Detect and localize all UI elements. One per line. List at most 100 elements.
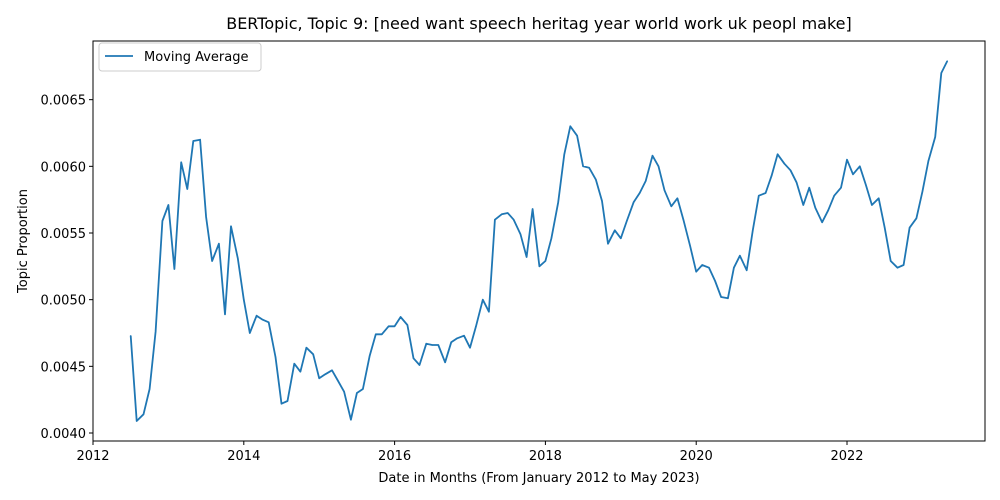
data-point xyxy=(482,299,484,301)
x-axis-title: Date in Months (From January 2012 to May… xyxy=(378,471,699,486)
data-point xyxy=(237,257,239,259)
data-point xyxy=(758,195,760,197)
data-point xyxy=(871,204,873,206)
data-point xyxy=(444,361,446,363)
x-tick-label: 2012 xyxy=(76,449,109,464)
data-point xyxy=(450,341,452,343)
data-point xyxy=(211,260,213,262)
data-point xyxy=(890,260,892,262)
data-point xyxy=(903,264,905,266)
data-point xyxy=(337,380,339,382)
data-point xyxy=(205,216,207,218)
data-point xyxy=(293,363,295,365)
data-point xyxy=(739,255,741,257)
data-point xyxy=(199,139,201,141)
data-point xyxy=(550,237,553,239)
data-point xyxy=(727,297,729,299)
data-point xyxy=(469,347,471,349)
data-point xyxy=(218,243,220,245)
data-point xyxy=(519,233,522,235)
data-point xyxy=(651,155,654,157)
data-point xyxy=(286,400,289,402)
data-point xyxy=(243,299,245,301)
data-point xyxy=(136,420,138,422)
x-tick-label: 2022 xyxy=(830,449,863,464)
data-point xyxy=(437,344,439,346)
data-point xyxy=(538,265,541,267)
data-point xyxy=(532,208,534,210)
data-point xyxy=(752,229,754,231)
data-point xyxy=(601,200,603,202)
y-tick-label: 0.0040 xyxy=(41,427,87,442)
data-point xyxy=(695,271,697,273)
data-point xyxy=(859,165,861,167)
data-point xyxy=(331,369,333,371)
data-point xyxy=(394,325,396,327)
data-point xyxy=(299,371,301,373)
data-point xyxy=(771,175,773,177)
plot-frame xyxy=(92,40,986,442)
data-point xyxy=(224,313,226,315)
data-point xyxy=(614,229,616,231)
data-point xyxy=(639,192,641,194)
data-point xyxy=(381,333,383,335)
data-point xyxy=(865,184,867,186)
data-point xyxy=(388,325,390,327)
data-point xyxy=(896,267,899,269)
x-tick-label: 2016 xyxy=(378,449,411,464)
x-tick-label: 2018 xyxy=(529,449,562,464)
data-point xyxy=(689,245,691,247)
data-point xyxy=(431,344,433,346)
data-point xyxy=(840,187,842,189)
data-point xyxy=(657,165,660,167)
data-point xyxy=(821,221,823,223)
data-point xyxy=(708,267,710,269)
data-point xyxy=(557,201,559,203)
data-point xyxy=(765,192,767,194)
data-point xyxy=(733,267,735,269)
data-point xyxy=(507,212,509,214)
y-tick-label: 0.0055 xyxy=(41,227,87,242)
data-point xyxy=(746,269,748,271)
data-point xyxy=(280,403,283,405)
y-axis: 0.0040 0.0045 0.0050 0.0055 0.0060 0.0065 xyxy=(41,94,93,442)
data-point xyxy=(324,373,326,375)
data-point xyxy=(833,195,835,197)
data-point xyxy=(312,353,314,355)
data-point xyxy=(701,264,703,266)
data-point xyxy=(262,319,264,321)
data-point xyxy=(795,181,798,183)
data-point xyxy=(544,260,547,262)
data-point xyxy=(501,213,503,215)
data-point xyxy=(783,163,786,165)
chart-title: BERTopic, Topic 9: [need want speech her… xyxy=(226,14,852,33)
data-point xyxy=(375,333,377,335)
data-point xyxy=(846,159,848,161)
y-tick-label: 0.0065 xyxy=(41,94,87,109)
data-point xyxy=(526,256,528,258)
data-point xyxy=(827,209,829,211)
data-point xyxy=(167,204,169,206)
data-point xyxy=(412,357,415,359)
data-point xyxy=(663,189,666,191)
data-point xyxy=(305,347,307,349)
data-point xyxy=(777,153,779,155)
data-point xyxy=(940,72,942,74)
data-point xyxy=(934,136,936,138)
data-point xyxy=(356,392,358,394)
data-point xyxy=(343,391,345,393)
data-point xyxy=(676,197,679,199)
data-point xyxy=(645,180,647,182)
data-point xyxy=(463,335,465,337)
data-point xyxy=(369,355,371,357)
y-axis-title: Topic Proportion xyxy=(16,189,31,294)
data-point xyxy=(884,227,886,229)
x-axis: 2012 2014 2016 2018 2020 2022 xyxy=(76,441,864,464)
data-point xyxy=(155,331,157,333)
data-point xyxy=(921,191,924,193)
data-point xyxy=(268,321,270,323)
data-point xyxy=(173,268,175,270)
data-point xyxy=(488,311,490,313)
data-point xyxy=(192,140,194,142)
